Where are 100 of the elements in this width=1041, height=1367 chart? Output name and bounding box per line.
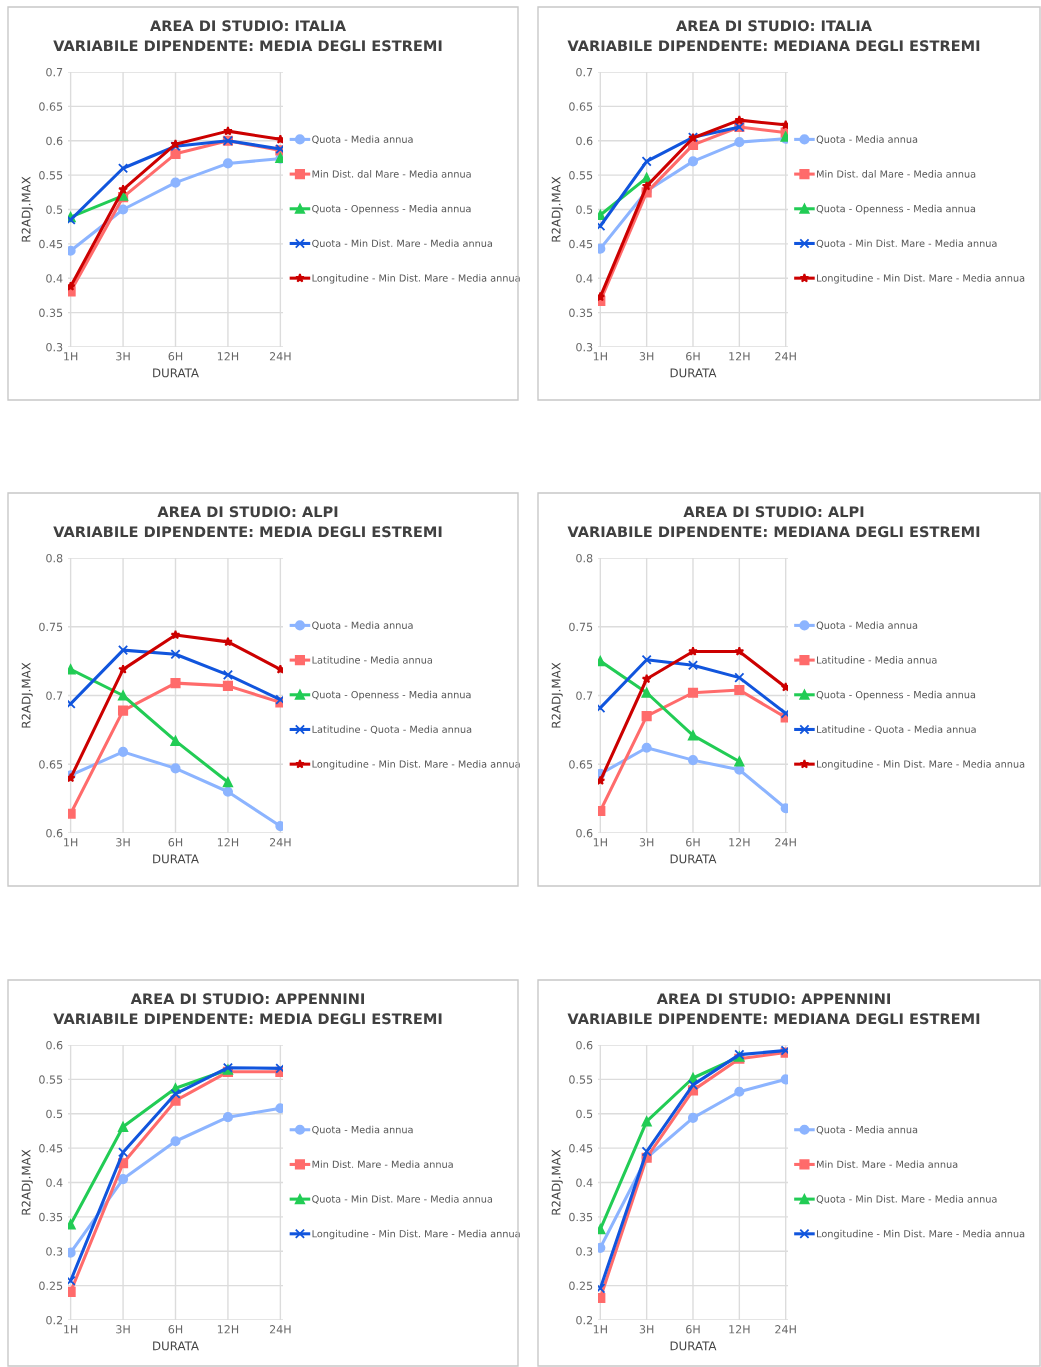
y-tick-label: 0.55 [39,171,63,180]
y-axis-title: R2ADJ.MAX [551,662,563,728]
y-tick-label: 0.7 [46,691,63,700]
y-tick-label: 0.6 [576,1040,593,1050]
y-tick-label: 0.25 [39,1281,63,1290]
legend-label: Quota - Openness - Media annua [312,690,471,701]
x-tick-label: 3H [116,1325,130,1334]
y-axis-title: R2ADJ.MAX [21,1149,33,1215]
y-tick-label: 0.65 [569,760,593,769]
x-tick-label: 12H [217,1325,239,1334]
legend-label: Longitudine - Min Dist. Mare - Media annua [817,760,1025,770]
y-tick-label: 0.75 [39,622,63,632]
legend-label: Latitudine - Media annua [312,656,432,664]
x-tick-label: 1H [593,838,607,847]
x-tick-label: 6H [168,838,183,847]
legend-label: Min Dist. dal Mare - Media annua [312,170,471,178]
y-tick-label: 0.6 [46,136,63,146]
x-tick-label: 12H [729,352,750,361]
chart-subtitle: VARIABILE DIPENDENTE: MEDIANA DEGLI ESTREMI [567,1013,980,1025]
y-axis-title: R2ADJ.MAX [551,1149,563,1215]
legend-label: Min Dist. dal Mare - Media annua [817,170,976,178]
y-tick-label: 0.7 [576,691,593,700]
legend-label: Min Dist. Mare - Media annua [312,1160,453,1168]
y-tick-label: 0.55 [569,171,593,180]
x-tick-label: 24H [269,352,291,361]
y-tick-label: 0.7 [576,67,593,77]
y-tick-label: 0.3 [46,342,63,352]
x-tick-label: 6H [168,1325,183,1334]
y-tick-label: 0.4 [46,274,63,283]
legend-label: Quota - Min Dist. Mare - Media annua [312,239,493,249]
y-tick-label: 0.4 [46,1178,63,1187]
x-tick-label: 6H [686,838,700,847]
x-tick-label: 1H [64,352,78,361]
x-tick-label: 1H [64,838,78,847]
x-axis-title: DURATA [670,1341,717,1351]
legend-label: Quota - Min Dist. Mare - Media annua [816,239,997,249]
legend-label: Quota - Min Dist. Mare - Media annua [816,1195,997,1204]
chart-title: AREA DI STUDIO: APPENNINI [130,993,364,1005]
y-tick-label: 0.55 [39,1075,63,1084]
y-tick-label: 0.6 [46,828,63,838]
y-tick-label: 0.4 [576,1178,593,1187]
x-axis-title: DURATA [670,368,717,378]
x-tick-label: 6H [686,1325,700,1334]
x-tick-label: 12H [729,838,750,847]
y-tick-label: 0.45 [569,1144,593,1153]
x-tick-label: 12H [217,838,239,847]
y-tick-label: 0.6 [576,136,593,146]
y-tick-label: 0.7 [46,67,63,77]
legend-label: Longitudine - Min Dist. Mare - Media annua [312,274,520,284]
y-axis-title: R2ADJ.MAX [21,176,33,242]
x-tick-label: 3H [116,352,130,361]
y-tick-label: 0.65 [39,760,63,769]
y-tick-label: 0.6 [576,828,593,838]
x-tick-label: 24H [775,1325,796,1334]
y-axis-title: R2ADJ.MAX [551,176,563,242]
y-tick-label: 0.45 [39,239,63,249]
chart-title: AREA DI STUDIO: ITALIA [676,20,872,32]
y-tick-label: 0.5 [576,1109,593,1119]
legend-label: Longitudine - Min Dist. Mare - Media annua [817,1229,1025,1240]
legend-label: Longitudine - Min Dist. Mare - Media annua [312,760,520,770]
x-tick-label: 3H [116,838,130,847]
x-tick-label: 24H [269,838,291,847]
y-tick-label: 0.5 [46,205,63,214]
y-axis-title: R2ADJ.MAX [21,662,33,728]
chart-title: AREA DI STUDIO: ALPI [157,506,338,518]
y-tick-label: 0.3 [576,342,593,352]
y-tick-label: 0.8 [576,553,593,563]
chart-subtitle: VARIABILE DIPENDENTE: MEDIANA DEGLI ESTREMI [567,40,980,52]
y-tick-label: 0.55 [569,1075,593,1084]
x-axis-title: DURATA [670,854,717,864]
x-tick-label: 24H [775,838,796,847]
y-tick-label: 0.35 [39,308,63,317]
legend-label: Latitudine - Media annua [817,656,937,664]
y-tick-label: 0.65 [39,102,63,111]
y-tick-label: 0.5 [46,1109,63,1119]
y-tick-label: 0.2 [46,1315,63,1325]
legend-label: Quota - Media annua [816,621,918,631]
legend-label: Quota - Media annua [816,135,918,145]
chart-subtitle: VARIABILE DIPENDENTE: MEDIA DEGLI ESTREMI [53,40,442,52]
x-tick-label: 12H [729,1325,750,1334]
y-tick-label: 0.45 [569,239,593,249]
x-axis-title: DURATA [153,368,199,378]
x-tick-label: 6H [686,352,700,361]
x-axis-title: DURATA [153,854,199,864]
y-tick-label: 0.3 [46,1247,63,1256]
y-tick-label: 0.5 [576,205,593,214]
legend-label: Latitudine - Quota - Media annua [817,725,976,735]
x-tick-label: 24H [775,352,796,361]
y-tick-label: 0.4 [576,274,593,283]
chart-subtitle: VARIABILE DIPENDENTE: MEDIA DEGLI ESTREMI [53,526,442,538]
legend-label: Quota - Media annua [312,1125,413,1135]
legend-label: Min Dist. Mare - Media annua [817,1160,958,1168]
y-tick-label: 0.6 [46,1040,63,1050]
y-tick-label: 0.35 [569,1212,593,1222]
x-tick-label: 1H [593,352,607,361]
x-tick-label: 1H [593,1325,607,1334]
legend-label: Quota - Openness - Media annua [816,204,976,215]
legend-label: Quota - Min Dist. Mare - Media annua [312,1195,493,1204]
y-tick-label: 0.2 [576,1315,593,1325]
x-tick-label: 24H [269,1325,291,1334]
